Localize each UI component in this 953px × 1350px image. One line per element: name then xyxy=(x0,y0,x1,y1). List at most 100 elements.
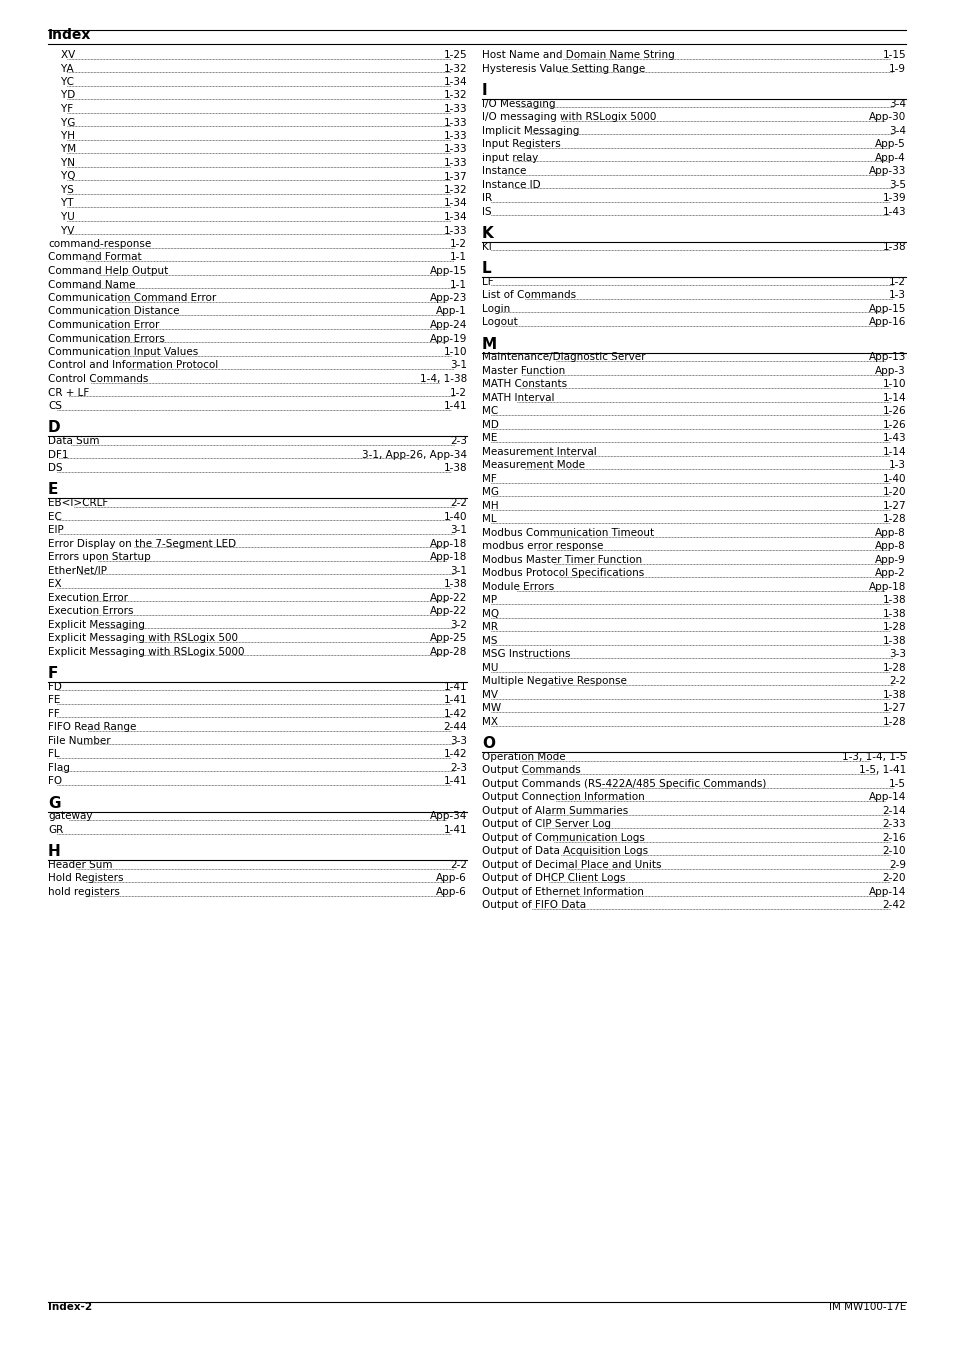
Text: Communication Errors: Communication Errors xyxy=(48,333,165,343)
Text: Communication Error: Communication Error xyxy=(48,320,159,329)
Text: 1-38: 1-38 xyxy=(443,463,467,472)
Text: YC: YC xyxy=(48,77,74,86)
Text: Module Errors: Module Errors xyxy=(481,582,554,591)
Text: List of Commands: List of Commands xyxy=(481,290,576,300)
Text: 1-33: 1-33 xyxy=(443,104,467,113)
Text: Output Commands (RS-422A/485 Specific Commands): Output Commands (RS-422A/485 Specific Co… xyxy=(481,779,765,788)
Text: App-9: App-9 xyxy=(874,555,905,564)
Text: Output of Alarm Summaries: Output of Alarm Summaries xyxy=(481,806,628,815)
Text: App-2: App-2 xyxy=(874,568,905,578)
Text: FE: FE xyxy=(48,695,60,705)
Text: App-22: App-22 xyxy=(429,606,467,616)
Text: MH: MH xyxy=(481,501,498,510)
Text: Explicit Messaging: Explicit Messaging xyxy=(48,620,145,629)
Text: App-15: App-15 xyxy=(868,304,905,313)
Text: App-6: App-6 xyxy=(436,873,467,883)
Text: 3-4: 3-4 xyxy=(888,99,905,108)
Text: 3-3: 3-3 xyxy=(450,736,467,745)
Text: MATH Constants: MATH Constants xyxy=(481,379,566,389)
Text: YS: YS xyxy=(48,185,73,194)
Text: 3-3: 3-3 xyxy=(888,649,905,659)
Text: Command Name: Command Name xyxy=(48,279,135,289)
Text: FIFO Read Range: FIFO Read Range xyxy=(48,722,136,732)
Text: Instance ID: Instance ID xyxy=(481,180,540,189)
Text: Login: Login xyxy=(481,304,510,313)
Text: 1-33: 1-33 xyxy=(443,117,467,127)
Text: MC: MC xyxy=(481,406,497,416)
Text: 1-38: 1-38 xyxy=(882,636,905,645)
Text: Output Commands: Output Commands xyxy=(481,765,580,775)
Text: Operation Mode: Operation Mode xyxy=(481,752,565,761)
Text: 2-2: 2-2 xyxy=(450,498,467,508)
Text: YM: YM xyxy=(48,144,76,154)
Text: KI: KI xyxy=(481,242,491,251)
Text: Modbus Master Timer Function: Modbus Master Timer Function xyxy=(481,555,641,564)
Text: input relay: input relay xyxy=(481,153,537,162)
Text: 1-42: 1-42 xyxy=(443,709,467,718)
Text: 1-15: 1-15 xyxy=(882,50,905,59)
Text: Command Format: Command Format xyxy=(48,252,141,262)
Text: 1-42: 1-42 xyxy=(443,749,467,759)
Text: 2-33: 2-33 xyxy=(882,819,905,829)
Text: YH: YH xyxy=(48,131,75,140)
Text: ME: ME xyxy=(481,433,497,443)
Text: Multiple Negative Response: Multiple Negative Response xyxy=(481,676,626,686)
Text: LF: LF xyxy=(481,277,493,286)
Text: 1-14: 1-14 xyxy=(882,447,905,456)
Text: hold registers: hold registers xyxy=(48,887,120,896)
Text: 1-33: 1-33 xyxy=(443,225,467,235)
Text: YT: YT xyxy=(48,198,73,208)
Text: FO: FO xyxy=(48,776,62,786)
Text: YV: YV xyxy=(48,225,74,235)
Text: MX: MX xyxy=(481,717,497,726)
Text: I/O Messaging: I/O Messaging xyxy=(481,99,555,108)
Text: App-33: App-33 xyxy=(868,166,905,176)
Text: Output of Data Acquisition Logs: Output of Data Acquisition Logs xyxy=(481,846,647,856)
Text: Output of DHCP Client Logs: Output of DHCP Client Logs xyxy=(481,873,625,883)
Text: 2-2: 2-2 xyxy=(450,860,467,869)
Text: MR: MR xyxy=(481,622,497,632)
Text: App-18: App-18 xyxy=(429,539,467,548)
Text: G: G xyxy=(48,795,60,810)
Text: 1-2: 1-2 xyxy=(888,277,905,286)
Text: MW: MW xyxy=(481,703,500,713)
Text: ML: ML xyxy=(481,514,497,524)
Text: 3-2: 3-2 xyxy=(450,620,467,629)
Text: 1-28: 1-28 xyxy=(882,663,905,672)
Text: YD: YD xyxy=(48,90,75,100)
Text: L: L xyxy=(481,261,491,275)
Text: MD: MD xyxy=(481,420,498,429)
Text: E: E xyxy=(48,482,58,497)
Text: File Number: File Number xyxy=(48,736,111,745)
Text: Communication Command Error: Communication Command Error xyxy=(48,293,216,302)
Text: 3-1: 3-1 xyxy=(450,360,467,370)
Text: 1-28: 1-28 xyxy=(882,622,905,632)
Text: YF: YF xyxy=(48,104,73,113)
Text: 1-38: 1-38 xyxy=(882,242,905,251)
Text: Communication Distance: Communication Distance xyxy=(48,306,179,316)
Text: Execution Error: Execution Error xyxy=(48,593,128,602)
Text: 1-14: 1-14 xyxy=(882,393,905,402)
Text: Master Function: Master Function xyxy=(481,366,565,375)
Text: Measurement Mode: Measurement Mode xyxy=(481,460,584,470)
Text: I/O messaging with RSLogix 5000: I/O messaging with RSLogix 5000 xyxy=(481,112,656,122)
Text: 3-4: 3-4 xyxy=(888,126,905,135)
Text: YN: YN xyxy=(48,158,75,167)
Text: App-18: App-18 xyxy=(429,552,467,562)
Text: 2-2: 2-2 xyxy=(888,676,905,686)
Text: Modbus Protocol Specifications: Modbus Protocol Specifications xyxy=(481,568,643,578)
Text: MATH Interval: MATH Interval xyxy=(481,393,554,402)
Text: Data Sum: Data Sum xyxy=(48,436,99,446)
Text: Communication Input Values: Communication Input Values xyxy=(48,347,198,356)
Text: FL: FL xyxy=(48,749,60,759)
Text: App-14: App-14 xyxy=(868,792,905,802)
Text: gateway: gateway xyxy=(48,811,92,821)
Text: MP: MP xyxy=(481,595,497,605)
Text: MQ: MQ xyxy=(481,609,498,618)
Text: FF: FF xyxy=(48,709,60,718)
Text: 3-1: 3-1 xyxy=(450,525,467,535)
Text: MU: MU xyxy=(481,663,497,672)
Text: MV: MV xyxy=(481,690,497,699)
Text: Header Sum: Header Sum xyxy=(48,860,112,869)
Text: Control Commands: Control Commands xyxy=(48,374,149,383)
